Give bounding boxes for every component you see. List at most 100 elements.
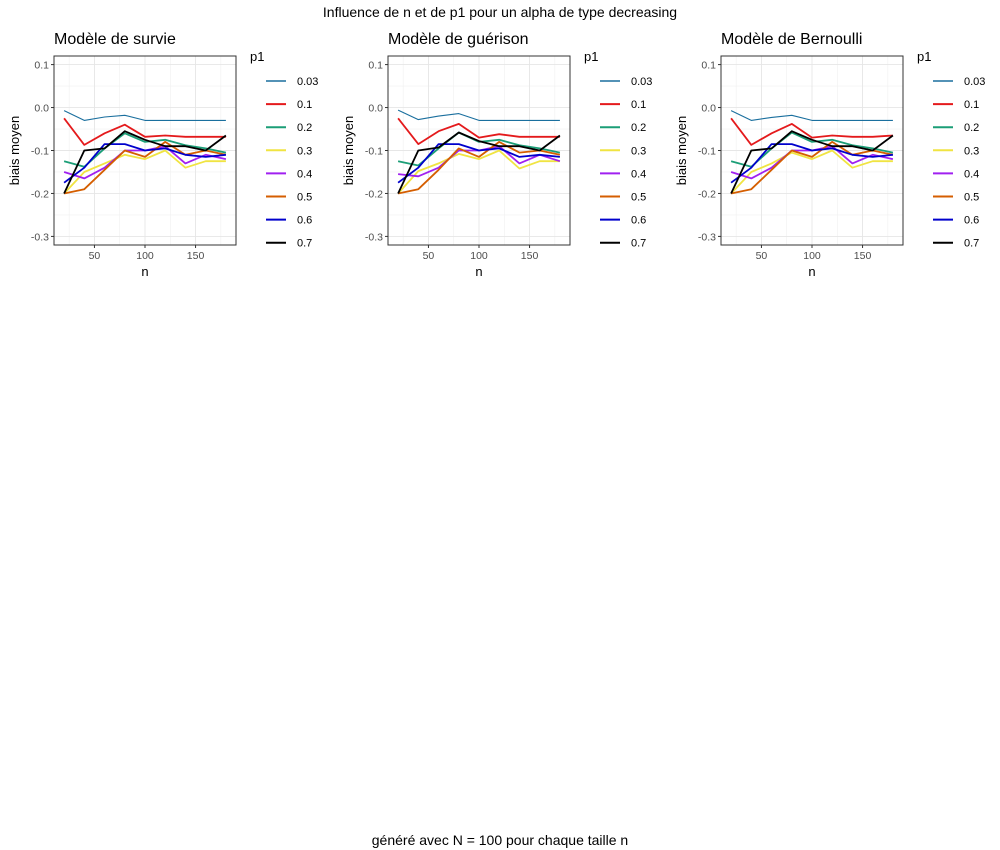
chart-panel-survie: Modèle de survie 0.1 0.0 -0.1 -0.2 -0.3 50 100 1… (0, 24, 330, 294)
legend-label: 0.3 (964, 145, 979, 157)
series-line-0.5 (730, 141, 894, 195)
legend-title: p1 (250, 49, 264, 64)
y-tick-label: -0.1 (698, 146, 716, 158)
legend-title: p1 (584, 49, 598, 64)
chart-panel-guerison: Modèle de guérison 0.1 0.0 -0.1 -0.2 -0.3 50 10… (334, 24, 664, 294)
legend-item: 0.7 (600, 238, 646, 250)
x-axis-label: n (141, 264, 148, 279)
legend-item: 0.1 (600, 99, 646, 111)
legend-label: 0.6 (964, 215, 979, 227)
series-line-0.6 (730, 143, 893, 184)
chart-title: Modèle de guérison (388, 31, 529, 48)
y-axis-ticks: 0.1 0.0 -0.1 -0.2 -0.3 (365, 60, 388, 243)
y-tick-label: -0.3 (31, 231, 49, 243)
legend-label: 0.5 (297, 192, 312, 204)
series-line-0.7 (397, 131, 561, 194)
x-tick-label: 100 (470, 250, 488, 262)
legend-item: 0.7 (933, 238, 979, 250)
series-line-0.5 (63, 141, 227, 195)
legend-item: 0.3 (933, 145, 979, 157)
chart-title: Modèle de Bernoulli (721, 31, 862, 48)
series-line-0.6 (397, 143, 560, 184)
legend-label: 0.2 (964, 122, 979, 134)
legend-label: 0.03 (297, 76, 318, 88)
y-axis-label: biais moyen (7, 116, 22, 185)
legend-item: 0.3 (600, 145, 646, 157)
legend-item: 0.6 (600, 215, 646, 227)
series-line-0.03 (730, 110, 893, 121)
legend-item: 0.03 (266, 76, 318, 88)
x-axis-ticks: 50 100 150 (89, 245, 205, 262)
legend-item: 0.5 (266, 192, 312, 204)
series-line-0.6 (63, 143, 226, 184)
legend-item: 0.4 (600, 168, 646, 180)
legend-item: 0.5 (600, 192, 646, 204)
legend-item: 0.4 (933, 168, 979, 180)
legend-label: 0.2 (297, 122, 312, 134)
series-line-0.3 (397, 149, 560, 195)
chart-svg: Modèle de survie 0.1 0.0 -0.1 -0.2 -0.3 50 100 1… (7, 31, 318, 279)
legend-label: 0.3 (631, 145, 646, 157)
legend-label: 0.3 (297, 145, 312, 157)
legend-label: 0.5 (964, 192, 979, 204)
legend-label: 0.1 (297, 99, 312, 111)
legend-label: 0.7 (964, 238, 979, 250)
legend: p1 0.03 0.1 0.2 0.3 0.4 0.5 0.6 0.7 (584, 49, 652, 250)
series-line-0.1 (63, 117, 226, 146)
x-tick-label: 50 (423, 250, 435, 262)
legend-item: 0.1 (266, 99, 312, 111)
chart-title: Modèle de survie (54, 31, 176, 48)
series-lines (730, 110, 894, 195)
legend-item: 0.6 (933, 215, 979, 227)
legend-label: 0.03 (631, 76, 652, 88)
legend-item: 0.4 (266, 168, 312, 180)
x-axis-label: n (475, 264, 482, 279)
series-line-0.1 (397, 117, 560, 145)
series-line-0.7 (730, 130, 894, 194)
legend-item: 0.3 (266, 145, 312, 157)
series-line-0.3 (63, 149, 226, 195)
x-axis-label: n (808, 264, 815, 279)
legend-label: 0.2 (631, 122, 646, 134)
y-tick-label: 0.0 (368, 103, 383, 115)
legend-label: 0.7 (297, 238, 312, 250)
legend-label: 0.7 (631, 238, 646, 250)
series-line-0.5 (397, 141, 561, 195)
legend-label: 0.1 (631, 99, 646, 111)
y-tick-label: -0.1 (31, 146, 49, 158)
legend-label: 0.1 (964, 99, 979, 111)
figure-title: Influence de n et de p1 pour un alpha de… (322, 4, 678, 20)
chart-panel-bernoulli: Modèle de Bernoulli 0.1 0.0 -0.1 -0.2 -0.3 50 1… (667, 24, 997, 294)
y-tick-label: -0.2 (365, 188, 383, 200)
legend-item: 0.5 (933, 192, 979, 204)
legend-item: 0.6 (266, 215, 312, 227)
x-tick-label: 150 (187, 250, 205, 262)
legend-item: 0.03 (933, 76, 985, 88)
legend-label: 0.6 (631, 215, 646, 227)
y-tick-label: -0.1 (365, 146, 383, 158)
legend-label: 0.4 (964, 168, 979, 180)
x-axis-ticks: 50 100 150 (423, 245, 539, 262)
x-tick-label: 100 (803, 250, 821, 262)
legend-item: 0.2 (933, 122, 979, 134)
chart-svg: Modèle de Bernoulli 0.1 0.0 -0.1 -0.2 -0.3 50 1… (674, 31, 985, 279)
series-lines (63, 110, 227, 195)
x-tick-label: 150 (521, 250, 539, 262)
legend: p1 0.03 0.1 0.2 0.3 0.4 0.5 0.6 0.7 (917, 49, 985, 250)
legend-item: 0.7 (266, 238, 312, 250)
series-lines (397, 109, 561, 195)
figure-caption: généré avec N = 100 pour chaque taille n (371, 832, 629, 848)
y-tick-label: 0.0 (34, 103, 49, 115)
series-line-0.3 (730, 149, 893, 195)
x-tick-label: 50 (756, 250, 768, 262)
legend-item: 0.2 (600, 122, 646, 134)
legend-item: 0.2 (266, 122, 312, 134)
legend-item: 0.03 (600, 76, 652, 88)
x-axis-ticks: 50 100 150 (756, 245, 871, 262)
y-tick-label: -0.2 (31, 188, 49, 200)
y-tick-label: -0.3 (698, 231, 716, 243)
y-axis-label: biais moyen (341, 116, 356, 185)
x-tick-label: 100 (136, 250, 154, 262)
legend: p1 0.03 0.1 0.2 0.3 0.4 0.5 0.6 0.7 (250, 49, 318, 250)
series-line-0.1 (730, 117, 893, 146)
